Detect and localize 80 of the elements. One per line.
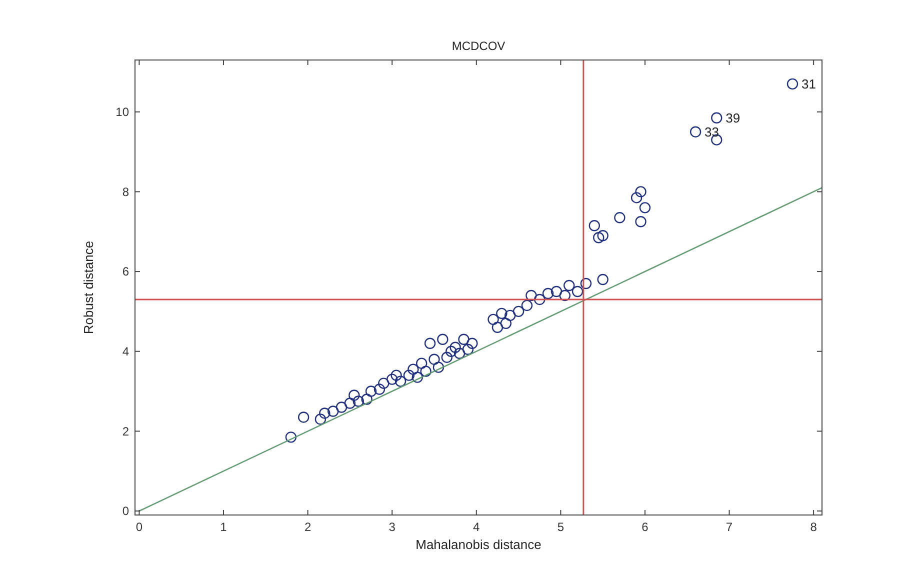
point (361, 394, 372, 405)
point (534, 294, 546, 306)
point (488, 314, 499, 326)
point (454, 348, 466, 359)
point (593, 232, 604, 244)
x-tick-label: 0 (136, 520, 143, 534)
chart-title: MCDCOV (452, 39, 506, 53)
y-tick-label: 8 (122, 184, 130, 199)
annotation: 39 (726, 110, 740, 126)
point (639, 202, 651, 214)
point (711, 112, 722, 124)
point (786, 78, 798, 90)
point (462, 344, 474, 355)
point (635, 186, 646, 198)
point (512, 306, 524, 318)
point (390, 370, 402, 381)
point (504, 310, 516, 322)
point (412, 372, 423, 383)
point (597, 230, 608, 242)
point (394, 376, 406, 387)
point (564, 280, 575, 292)
point (550, 286, 562, 298)
point (420, 366, 432, 377)
x-tick-label: 3 (388, 520, 396, 534)
point (336, 402, 348, 413)
point (386, 374, 398, 385)
point (352, 396, 364, 407)
x-tick-label: 7 (726, 520, 733, 534)
x-tick-label: 8 (810, 520, 818, 534)
point (285, 432, 297, 443)
y-tick-label: 4 (122, 344, 130, 359)
point (597, 274, 608, 286)
point (348, 390, 360, 401)
point (521, 300, 533, 312)
point (542, 288, 554, 300)
y-tick-label: 2 (122, 424, 130, 438)
x-tick-label: 6 (642, 520, 649, 534)
y-tick-label: 6 (122, 264, 130, 279)
point (492, 322, 504, 334)
point (432, 362, 444, 373)
point (378, 378, 390, 389)
point (441, 352, 452, 363)
y-axis-title: Robust distance (81, 240, 96, 334)
point (365, 386, 377, 397)
point (450, 342, 461, 353)
point (298, 412, 310, 423)
y-tick-label: 0 (122, 504, 130, 518)
point (580, 278, 592, 290)
point (437, 334, 448, 345)
point (635, 216, 646, 228)
x-tick-label: 5 (557, 520, 564, 534)
annotation: 31 (801, 76, 816, 92)
point (526, 290, 537, 302)
point (458, 334, 470, 345)
point (559, 290, 570, 302)
point (344, 398, 356, 409)
point (424, 338, 436, 349)
point (314, 414, 326, 425)
point (319, 408, 330, 419)
point (327, 406, 339, 417)
point (466, 338, 478, 349)
point (428, 354, 440, 365)
point (446, 346, 457, 357)
point (416, 358, 428, 369)
point (496, 308, 508, 320)
point (690, 126, 702, 138)
point (614, 212, 626, 224)
x-tick-label: 4 (473, 520, 480, 534)
point (500, 318, 512, 330)
x-tick-label: 2 (304, 520, 312, 534)
point (374, 384, 386, 395)
point (403, 370, 415, 381)
point (630, 192, 642, 204)
y-tick-label: 10 (116, 105, 130, 120)
annotation: 33 (704, 124, 720, 140)
x-axis-title: Mahalanobis distance (416, 537, 542, 552)
point (408, 364, 419, 375)
x-tick-label: 1 (220, 520, 228, 534)
point (588, 220, 600, 232)
point (572, 286, 584, 298)
